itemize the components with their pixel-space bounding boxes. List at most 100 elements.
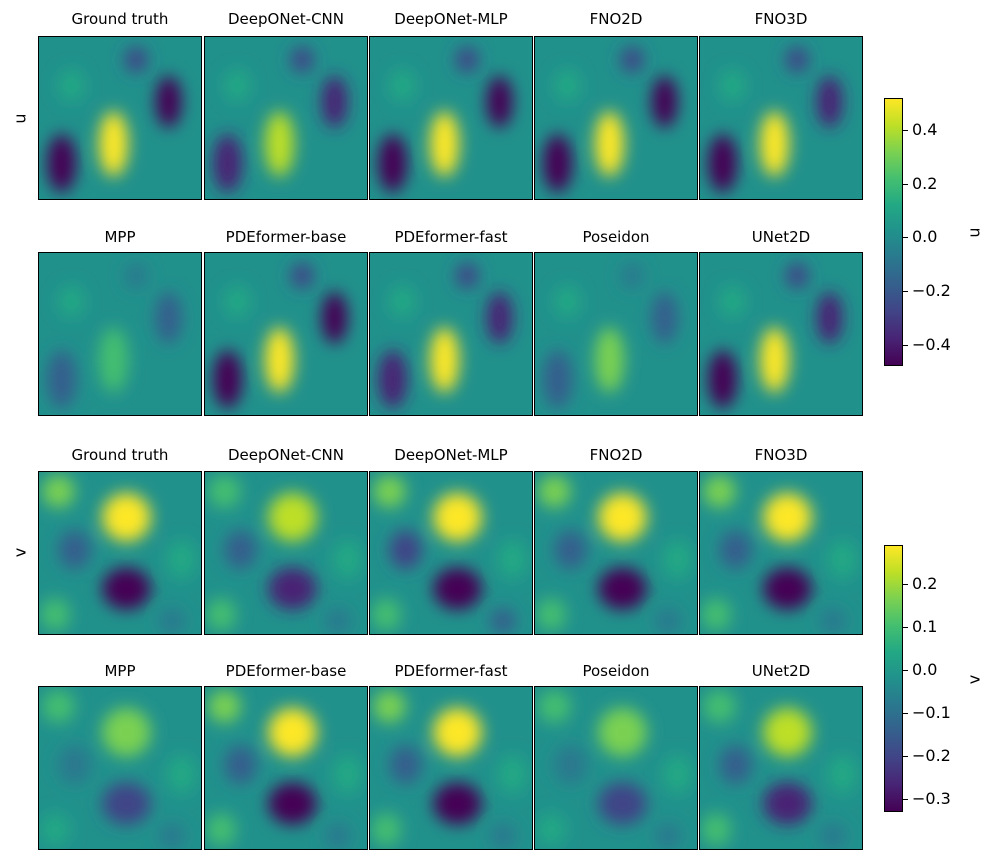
field-blob [58,745,91,785]
field-blob [785,46,809,73]
field-blob [554,285,581,318]
field-blob [598,782,647,825]
field-blob [389,530,422,570]
heatmap-panel-u [534,36,698,200]
field-blob [290,46,314,73]
field-blob [155,291,182,344]
field-blob [543,350,573,409]
heatmap-panel-v [699,471,863,635]
field-blob [371,813,401,846]
field-blob [719,69,746,102]
panel-title: Poseidon [582,228,650,246]
field-blob [455,262,479,289]
field-blob [651,75,678,128]
field-blob [554,745,587,785]
colorbar-tick-label: −0.4 [912,335,951,354]
field-blob [268,493,317,542]
heatmap-panel-v [38,686,202,850]
field-blob [489,823,516,849]
heatmap-panel-u [204,252,368,416]
field-blob [371,598,401,631]
field-blob [102,493,151,542]
field-blob [332,755,363,794]
panel-title: FNO3D [754,446,808,464]
field-blob [40,813,70,846]
field-blob [268,567,317,610]
colorbar-label: v [964,674,984,685]
field-blob [816,75,843,128]
field-blob [158,608,185,634]
colorbar-tick-label: 0.0 [912,227,938,246]
panel-title: UNet2D [751,228,811,246]
colorbar-tick-label: −0.1 [912,703,951,722]
field-blob [654,823,681,849]
field-blob [651,291,678,344]
row-label: v [10,547,30,558]
field-blob [268,782,317,825]
colorbar-tick-mark [903,345,908,346]
heatmap-panel-v [204,686,368,850]
field-blob [759,327,790,393]
field-blob [708,134,738,193]
heatmap-panel-u [38,36,202,200]
panel-title: DeepONet-CNN [228,10,344,28]
field-blob [703,475,736,508]
heatmap-panel-u [204,36,368,200]
field-blob [42,690,75,723]
panel-title: Ground truth [71,10,169,28]
field-blob [536,813,566,846]
field-blob [719,745,752,785]
heatmap-panel-v [204,471,368,635]
field-blob [155,75,182,128]
field-blob [102,567,151,610]
field-blob [224,530,257,570]
field-blob [620,262,644,289]
field-blob [598,493,647,542]
field-blob [206,598,236,631]
field-blob [763,493,812,542]
colorbar-tick-mark [903,756,908,757]
field-blob [816,291,843,344]
panel-title: MPP [104,662,136,680]
field-blob [763,567,812,610]
field-blob [98,111,129,177]
field-blob [719,530,752,570]
colorbar-tick-mark [903,130,908,131]
field-blob [486,75,513,128]
field-blob [497,755,528,794]
field-blob [433,708,482,757]
field-blob [433,567,482,610]
field-blob [701,813,731,846]
row-label: u [10,113,30,124]
colorbar-tick-mark [903,584,908,585]
field-blob [620,46,644,73]
field-blob [819,608,846,634]
panel-title: FNO3D [754,10,808,28]
field-blob [332,540,363,579]
field-blob [58,530,91,570]
field-blob [536,598,566,631]
field-blob [554,530,587,570]
colorbar-tick-label: −0.2 [912,746,951,765]
colorbar-tick-mark [903,713,908,714]
panel-title: MPP [104,228,136,246]
field-blob [373,690,406,723]
field-blob [538,475,571,508]
field-blob [662,755,693,794]
field-blob [213,134,243,193]
field-blob [708,350,738,409]
panel-title: DeepONet-MLP [394,10,508,28]
panel-title: PDEformer-fast [394,228,508,246]
field-blob [166,540,197,579]
field-blob [224,69,251,102]
heatmap-panel-v [699,686,863,850]
field-blob [389,69,416,102]
colorbar-tick-mark [903,627,908,628]
field-blob [389,745,422,785]
heatmap-panel-u [534,252,698,416]
field-blob [373,475,406,508]
panel-title: Poseidon [582,662,650,680]
field-blob [455,46,479,73]
field-blob [594,111,625,177]
heatmap-panel-u [369,36,533,200]
